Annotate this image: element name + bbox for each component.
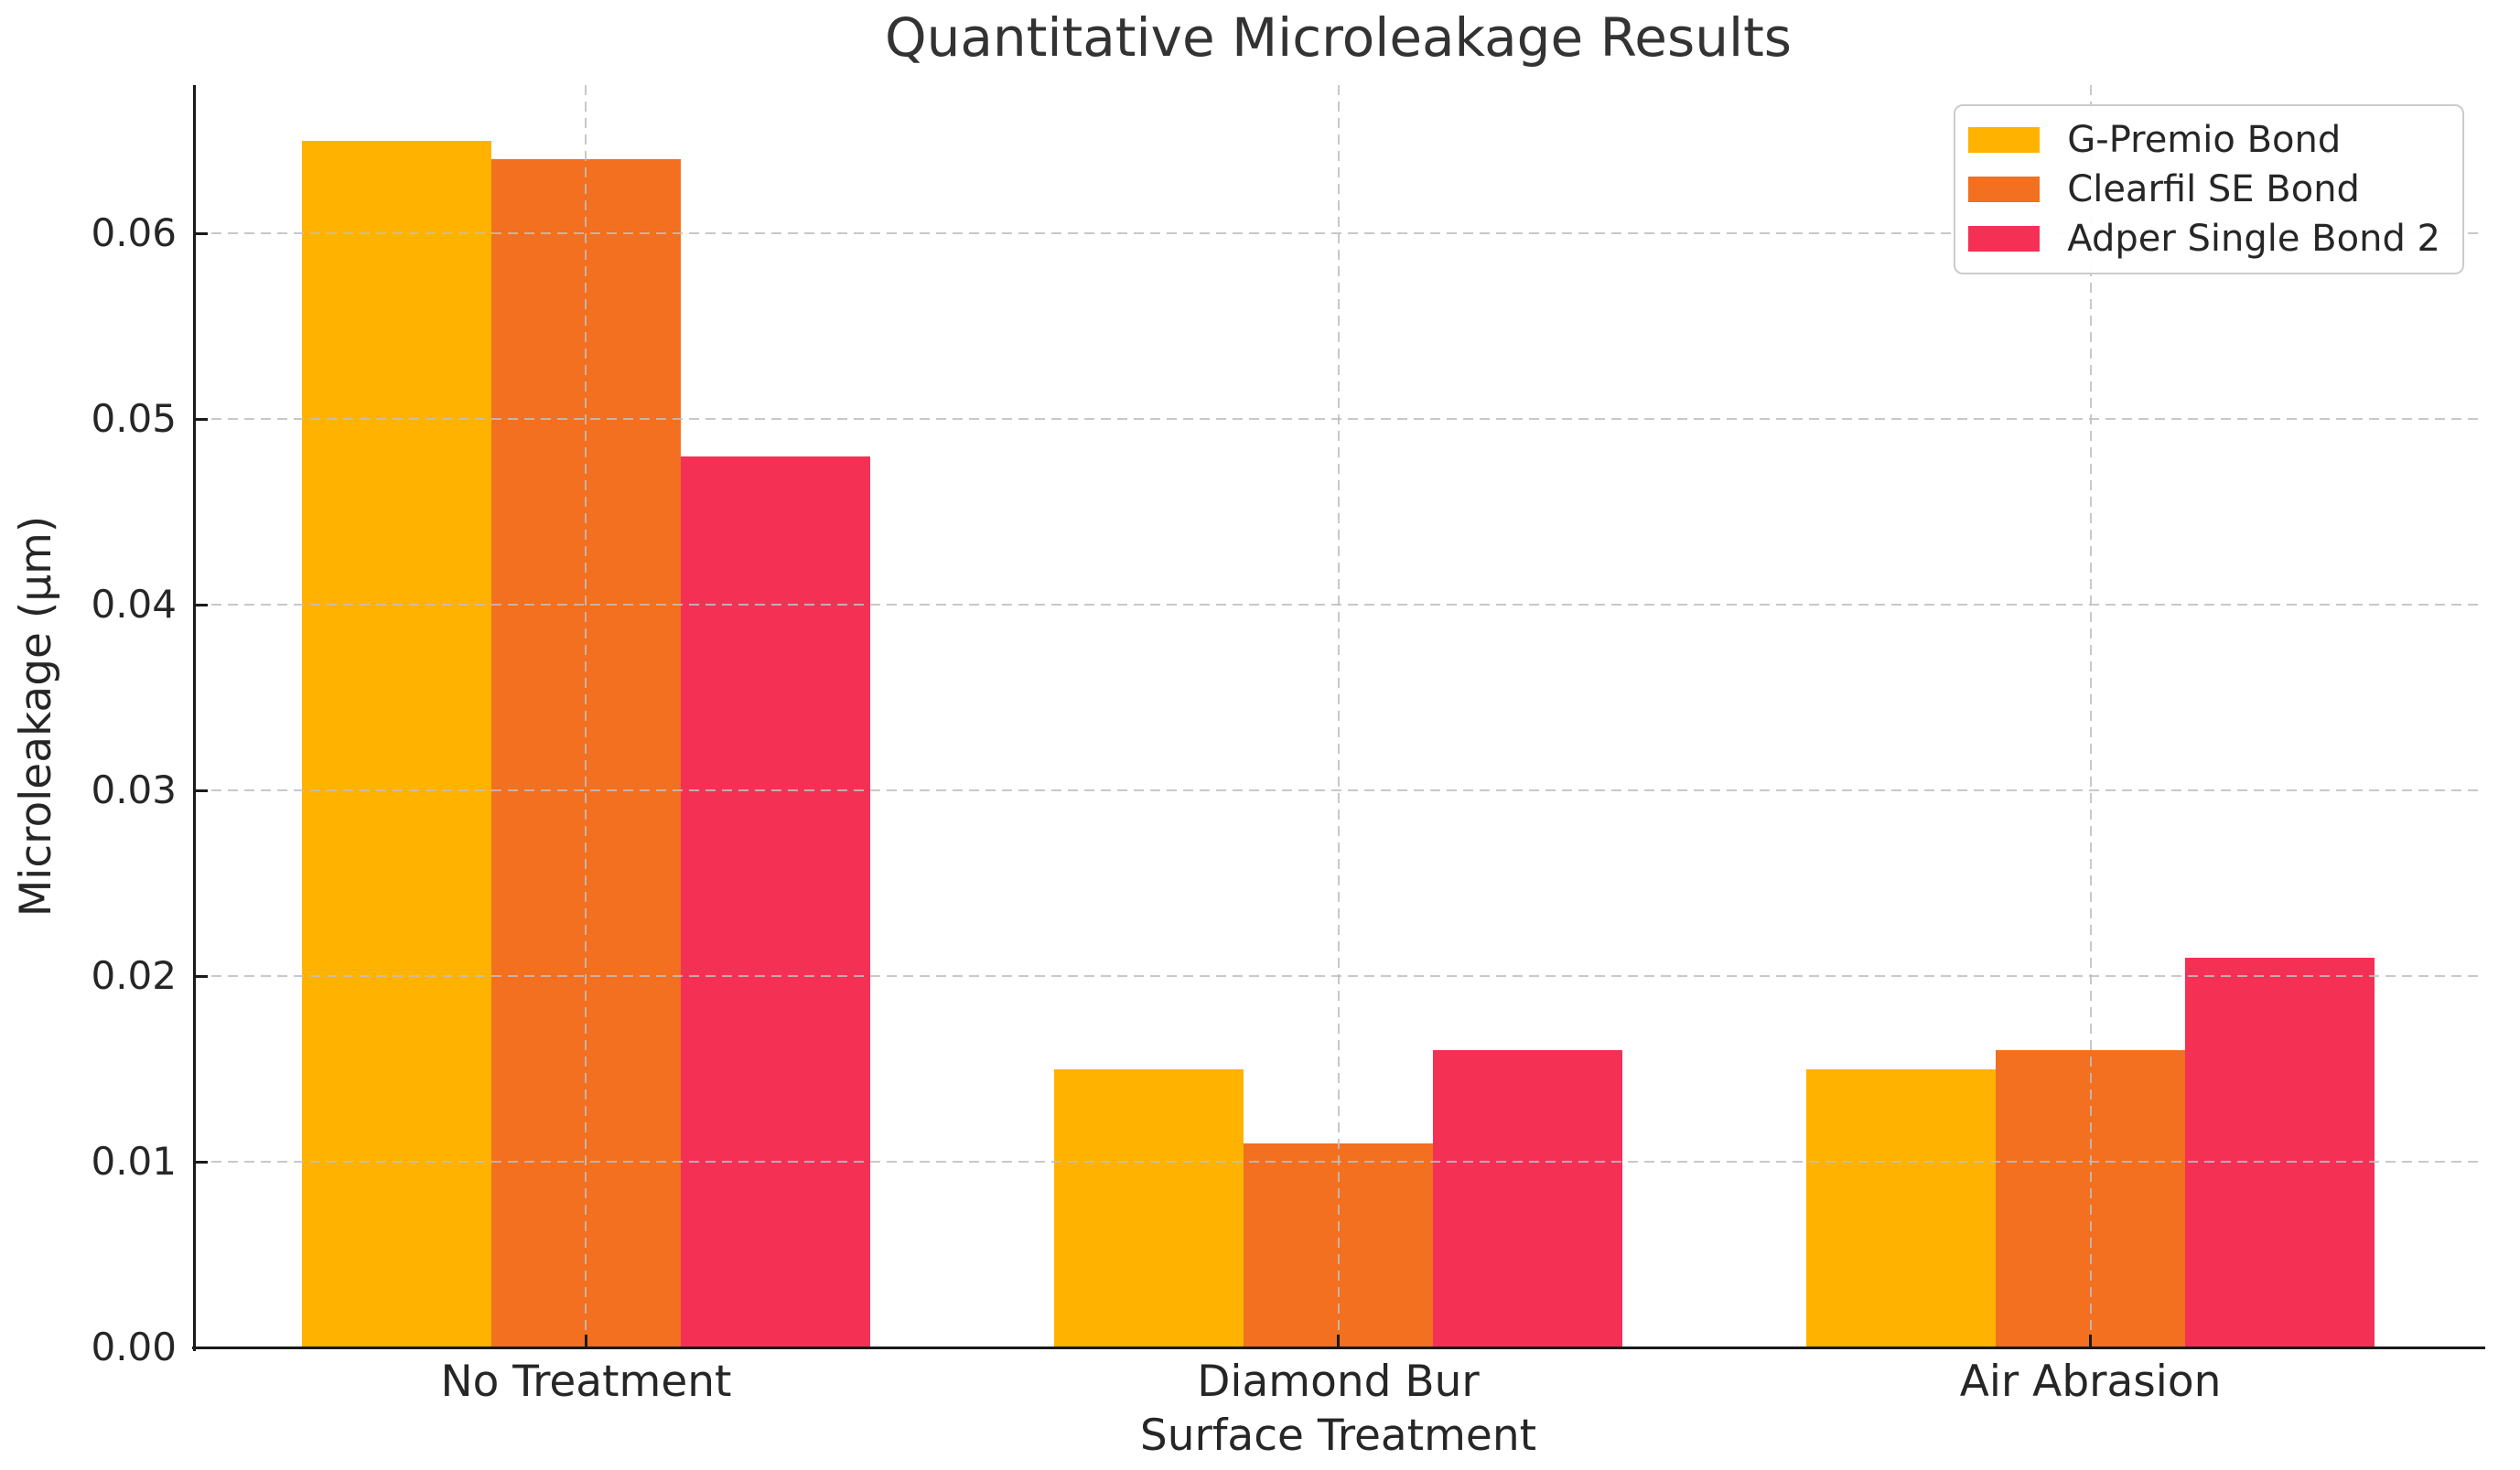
legend-row: Clearfil SE Bond [1968,165,2440,214]
bar-no-treatment-series-1 [302,140,492,1347]
x-tick-label: Diamond Bur [1197,1357,1480,1407]
y-tick-mark [195,1160,208,1164]
y-tick-mark [195,603,208,606]
y-tick-mark [195,974,208,978]
legend-label: Adper Single Bond 2 [2067,218,2440,260]
y-axis-spine [193,85,196,1351]
bar-air-abrasion-series-1 [1806,1068,1997,1347]
legend-swatch-icon [1968,226,2041,252]
legend-label: Clearfil SE Bond [2067,168,2360,210]
y-tick-mark [195,789,208,792]
y-tick-label: 0.06 [91,210,177,256]
x-axis-label: Surface Treatment [1139,1411,1537,1461]
x-gridline [585,85,587,1347]
x-gridline [1337,85,1340,1347]
legend: G-Premio Bond Clearfil SE Bond Adper Singl… [1954,104,2464,274]
plot-area: G-Premio Bond Clearfil SE Bond Adper Singl… [91,85,2485,1407]
x-gridline [2089,85,2092,1347]
y-tick-mark [195,231,208,235]
y-tick-label: 0.01 [91,1139,177,1185]
legend-row: Adper Single Bond 2 [1968,214,2440,263]
legend-row: G-Premio Bond [1968,115,2440,165]
x-tick-mark [584,1335,587,1347]
bar-no-treatment-series-3 [680,456,870,1347]
y-tick-mark [195,417,208,421]
legend-swatch-icon [1968,127,2041,153]
x-tick-label: Air Abrasion [1959,1357,2222,1407]
legend-swatch-icon [1968,177,2041,202]
legend-label: G-Premio Bond [2067,119,2342,161]
x-tick-mark [2089,1335,2093,1347]
y-tick-mark [195,1346,208,1349]
y-tick-label: 0.03 [91,767,177,813]
y-tick-label: 0.00 [91,1325,177,1369]
bar-diamond-bur-series-3 [1432,1050,1622,1347]
bar-diamond-bur-series-1 [1054,1068,1244,1347]
y-tick-label: 0.04 [91,582,177,628]
chart-title: Quantitative Microleakage Results [884,6,1793,69]
x-axis-spine [192,1347,2485,1349]
y-tick-label: 0.02 [91,953,177,999]
x-tick-label: No Treatment [440,1357,732,1407]
bar-air-abrasion-series-3 [2184,957,2375,1347]
y-tick-label: 0.05 [91,396,177,442]
x-tick-mark [1337,1335,1340,1347]
